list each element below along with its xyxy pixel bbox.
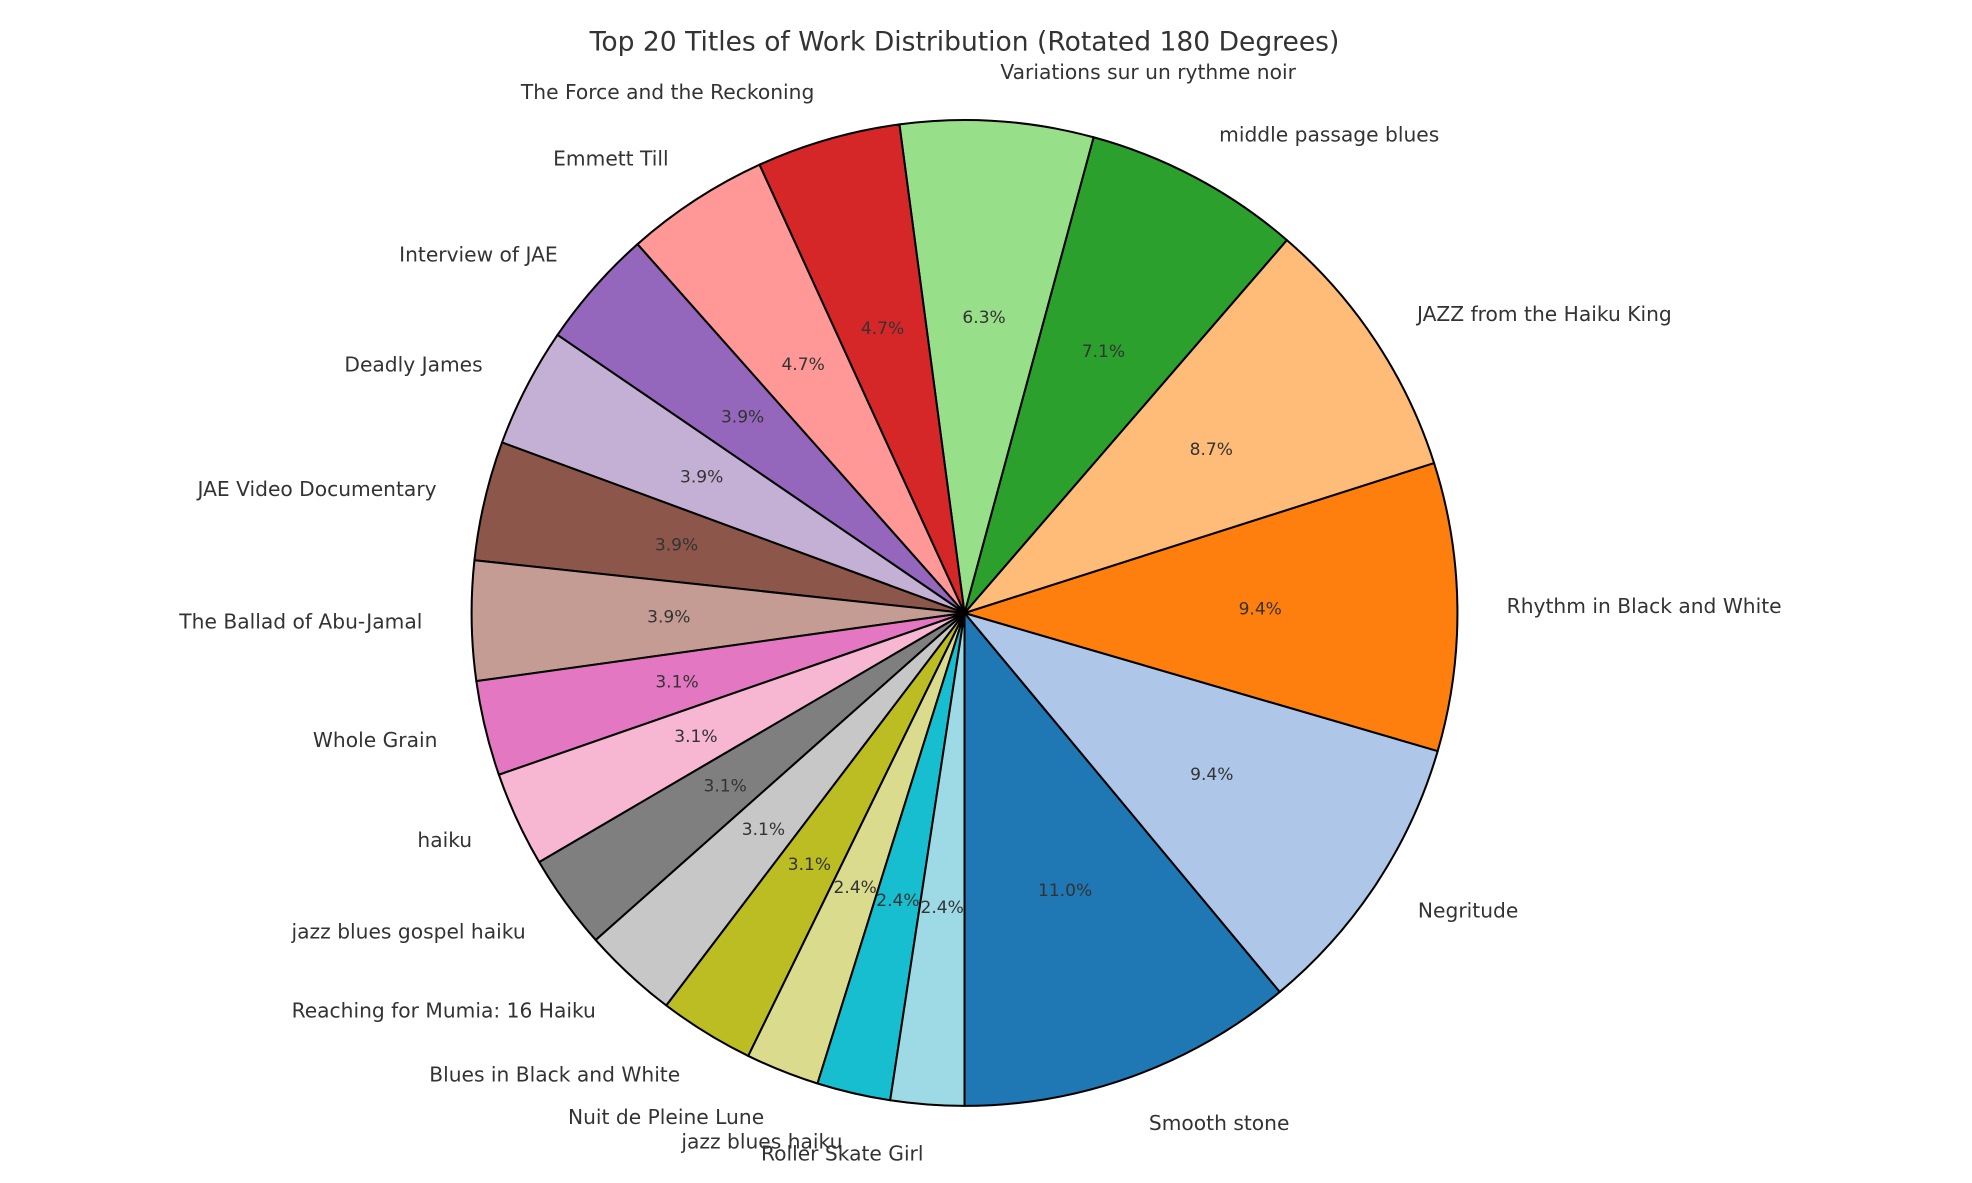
slice-label: The Ballad of Abu-Jamal — [178, 610, 422, 634]
slice-label: Whole Grain — [313, 728, 437, 752]
slice-label: Nuit de Pleine Lune — [568, 1105, 764, 1129]
slice-percent-label: 3.9% — [680, 467, 723, 487]
slice-percent-label: 9.4% — [1239, 599, 1282, 619]
slice-label: The Force and the Reckoning — [520, 80, 814, 104]
slice-label: Reaching for Mumia: 16 Haiku — [292, 999, 596, 1023]
slice-percent-label: 2.4% — [920, 898, 963, 918]
slice-percent-label: 2.4% — [834, 878, 877, 898]
slice-percent-label: 3.1% — [674, 727, 717, 747]
slice-percent-label: 3.9% — [647, 608, 690, 628]
slice-label: JAZZ from the Haiku King — [1415, 302, 1672, 326]
slice-label: Negritude — [1418, 898, 1518, 922]
slice-percent-label: 3.9% — [721, 407, 764, 427]
slice-percent-label: 8.7% — [1190, 440, 1233, 460]
slice-percent-label: 11.0% — [1038, 881, 1092, 901]
slice-label: Deadly James — [344, 352, 482, 376]
slice-percent-label: 3.1% — [788, 855, 831, 875]
slice-label: jazz blues haiku — [680, 1129, 842, 1153]
slice-label: jazz blues gospel haiku — [291, 919, 526, 943]
pie-slice — [963, 136, 1288, 614]
pie-slice — [963, 611, 1281, 1107]
slice-percent-label: 3.1% — [655, 672, 698, 692]
slice-label: haiku — [417, 828, 472, 852]
pie-slice — [963, 239, 1436, 614]
slice-percent-label: 2.4% — [876, 891, 919, 911]
slice-percent-label: 9.4% — [1190, 765, 1233, 785]
pie-slice — [963, 611, 1439, 993]
pie-slice — [889, 611, 966, 1107]
slice-percent-label: 7.1% — [1082, 342, 1125, 362]
slice-percent-label: 4.7% — [861, 319, 904, 339]
slice-label: Roller Skate Girl — [761, 1142, 924, 1166]
slice-percent-label: 6.3% — [962, 308, 1005, 328]
slice-label: Blues in Black and White — [429, 1063, 680, 1087]
slice-label: Emmett Till — [553, 147, 668, 171]
slice-label: middle passage blues — [1219, 122, 1439, 146]
slice-label: Smooth stone — [1149, 1111, 1290, 1135]
chart-title: Top 20 Titles of Work Distribution (Rota… — [589, 27, 1340, 58]
slice-percent-label: 4.7% — [781, 355, 824, 375]
pie-slice — [898, 119, 1095, 614]
slice-label: Variations sur un rythme noir — [1000, 60, 1296, 84]
slice-label: Rhythm in Black and White — [1507, 594, 1782, 618]
pie-slice — [963, 462, 1459, 753]
slice-percent-label: 3.1% — [703, 777, 746, 797]
slice-percent-label: 3.9% — [655, 535, 698, 555]
slice-label: JAE Video Documentary — [195, 477, 436, 501]
slice-label: Interview of JAE — [399, 243, 558, 267]
slice-percent-label: 3.1% — [742, 820, 785, 840]
